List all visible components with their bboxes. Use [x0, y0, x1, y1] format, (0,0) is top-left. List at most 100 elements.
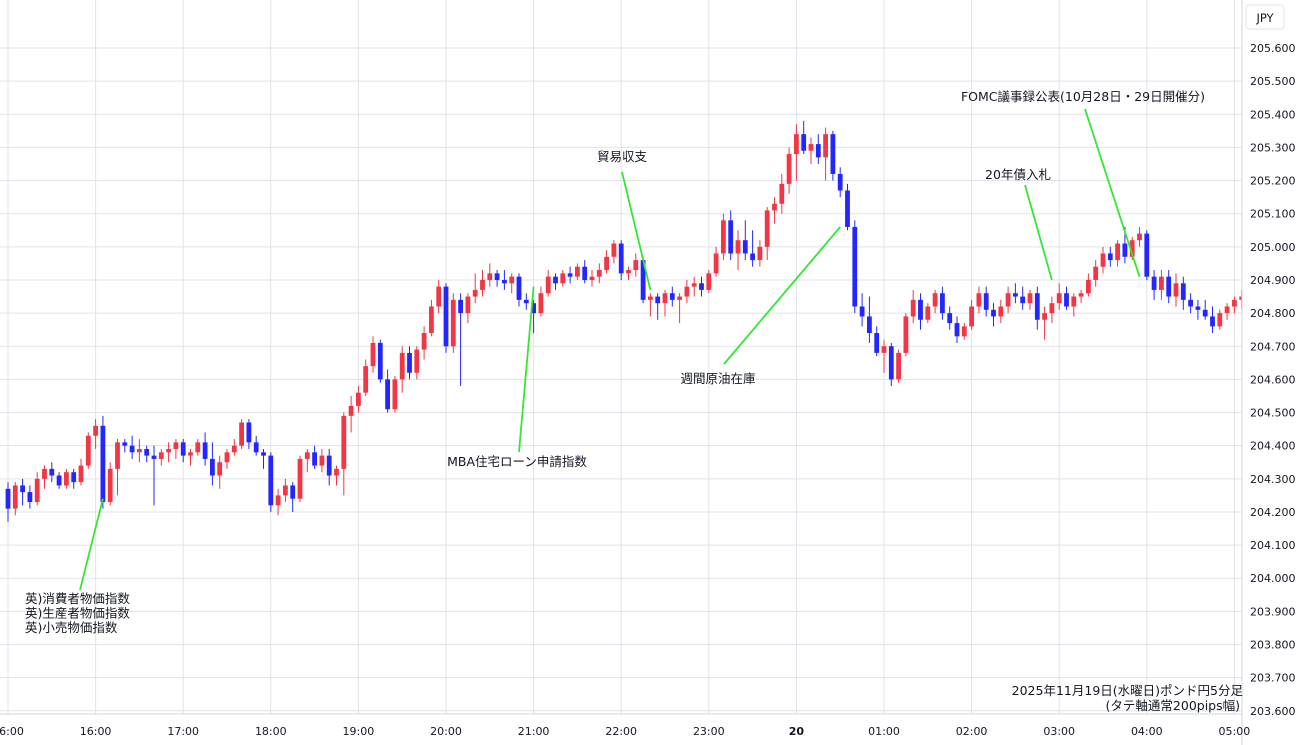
candle — [1232, 296, 1237, 314]
candle-body — [261, 452, 266, 456]
candle — [538, 286, 544, 317]
candle — [772, 197, 777, 224]
candle-body — [947, 313, 953, 324]
candle-body — [115, 442, 120, 469]
candle-body — [85, 435, 91, 466]
candle-body — [735, 240, 741, 254]
candle — [202, 432, 208, 466]
candle-body — [545, 276, 551, 294]
annotation-label: FOMC議事録公表(10月28日・29日開催分) — [961, 89, 1205, 104]
candle — [1064, 286, 1069, 310]
candle-body — [815, 144, 821, 158]
candle — [312, 445, 317, 469]
candle-body — [166, 448, 171, 453]
candle — [1049, 296, 1055, 324]
candle-body — [151, 455, 157, 459]
candle — [1144, 230, 1150, 280]
candle — [611, 240, 617, 264]
candle — [874, 326, 880, 357]
candle-body — [1195, 306, 1201, 310]
candle-body — [582, 266, 588, 280]
candle-body — [392, 379, 398, 410]
candle-body — [1210, 316, 1215, 327]
candle — [947, 306, 953, 330]
candle — [589, 270, 595, 287]
candle-body — [677, 296, 682, 300]
candle-body — [699, 283, 704, 290]
candle-body — [764, 210, 770, 247]
candle — [414, 346, 420, 380]
candle — [253, 435, 259, 456]
candle — [830, 130, 836, 181]
time-axis[interactable]: 16:00 16:00 17:00 18:00 19:00 20:00 21:00 22:00… — [0, 725, 1250, 738]
x-tick-label: 19:00 — [343, 725, 375, 738]
candle — [5, 482, 11, 522]
candle — [231, 439, 237, 456]
candle-body — [429, 306, 434, 334]
candle — [1217, 309, 1223, 330]
candle — [575, 263, 580, 280]
currency-button[interactable]: JPY — [1245, 4, 1285, 30]
candle-body — [728, 220, 734, 254]
y-tick-label: 205.200 — [1250, 175, 1296, 188]
candle — [188, 448, 193, 466]
candle — [436, 279, 442, 314]
candle-body — [42, 468, 47, 479]
price-axis[interactable]: 205.600 205.500 205.400 205.300 205.200 205.1… — [1250, 42, 1296, 718]
x-tick-label: 16:00 — [80, 725, 112, 738]
candle — [1078, 289, 1084, 304]
candle — [648, 293, 653, 317]
annotation-label: 英)小売物価指数 — [25, 620, 118, 635]
candle — [429, 299, 434, 337]
candle-body — [283, 485, 288, 496]
candle — [480, 270, 485, 297]
candle — [173, 439, 179, 459]
annotation-label: 貿易収支 — [597, 149, 648, 164]
candle-body — [231, 445, 237, 453]
candle — [1107, 246, 1113, 267]
candle — [1020, 286, 1026, 310]
candle — [881, 339, 887, 373]
candle-body — [1056, 293, 1062, 304]
candle-body — [596, 270, 602, 277]
candle-body — [49, 468, 55, 476]
candle — [458, 293, 463, 387]
candle-body — [859, 306, 865, 317]
candle — [304, 448, 310, 473]
y-tick-label: 204.800 — [1250, 307, 1296, 320]
y-tick-label: 205.400 — [1250, 108, 1296, 121]
candle — [531, 299, 536, 334]
candle — [837, 167, 843, 198]
candle — [1210, 306, 1215, 334]
candle — [808, 137, 814, 164]
candle-body — [472, 289, 478, 297]
candle-body — [757, 246, 763, 261]
y-tick-label: 204.600 — [1250, 373, 1296, 386]
y-tick-label: 204.700 — [1250, 340, 1296, 353]
annotation-leader — [79, 498, 104, 591]
candle-body — [604, 256, 609, 271]
candle — [991, 303, 996, 327]
candle — [633, 253, 639, 277]
candle-body — [465, 296, 471, 314]
candle — [85, 432, 91, 469]
candle — [348, 395, 354, 433]
candle — [502, 270, 507, 290]
candle-body — [275, 495, 281, 506]
candle-body — [1151, 276, 1157, 290]
x-tick-label: 02:00 — [956, 725, 988, 738]
candle — [1086, 273, 1091, 297]
candle — [93, 419, 98, 449]
price-axis-background — [1242, 0, 1300, 745]
candle-body — [1122, 243, 1128, 257]
candle — [166, 442, 171, 463]
candle-body — [407, 352, 412, 373]
candle — [268, 452, 274, 512]
candle-body — [100, 425, 106, 503]
candle-body — [786, 154, 792, 184]
candle — [888, 342, 894, 387]
candle-body — [188, 452, 193, 456]
candle — [867, 296, 872, 343]
candle — [998, 299, 1004, 324]
candle — [158, 448, 164, 466]
